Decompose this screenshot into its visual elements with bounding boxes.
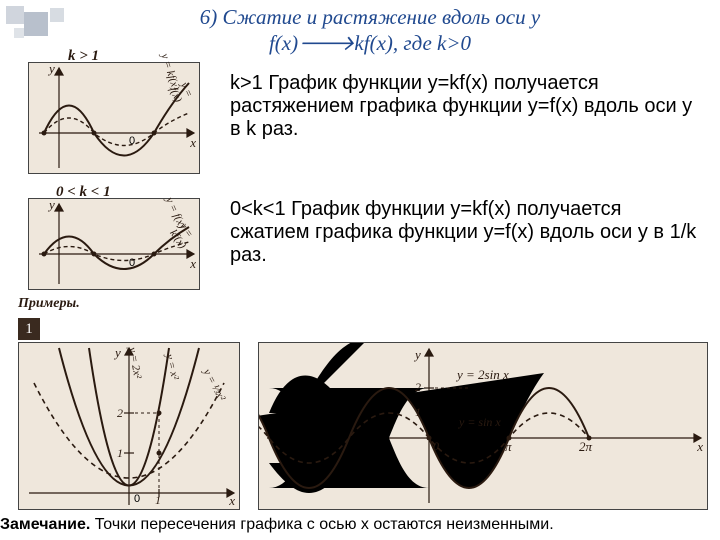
- b1-tick2: 2: [117, 406, 123, 421]
- remark: Замечание. Точки пересечения графика с о…: [0, 516, 720, 534]
- remark-text: Точки пересечения графика с осью x остаю…: [90, 516, 553, 533]
- b1-zero: 0: [134, 493, 140, 505]
- mini2-x-axis: x: [190, 256, 196, 272]
- badge-1: 1: [18, 318, 40, 340]
- mini2-zero: 0: [129, 257, 135, 269]
- slide-title: 6) Сжатие и растяжение вдоль оси y f(x)🡒…: [90, 4, 650, 57]
- bottom-chart-2: y x 1 2 0 π 2π y = 2sin x y = sin x: [258, 342, 708, 510]
- paragraph-1: k>1 График функции y=kf(x) получается ра…: [230, 72, 700, 141]
- mini1-x-axis: x: [190, 135, 196, 151]
- paragraph-2: 0<k<1 График функции y=kf(x) получается …: [230, 198, 700, 267]
- mini1-zero: 0: [129, 135, 135, 147]
- remark-bold: Замечание.: [0, 516, 90, 533]
- title-line2: f(x)🡒kf(x), где k>0: [269, 31, 471, 55]
- mini-chart-2: 0 < k < 1 y x 0 y = f(x) y = kf(x): [28, 198, 200, 290]
- b2-xt0: 0: [433, 439, 439, 454]
- mini2-y-axis: y: [49, 197, 55, 213]
- b1-y-axis: y: [115, 345, 121, 361]
- title-line1: 6) Сжатие и растяжение вдоль оси y: [200, 5, 540, 29]
- mini1-y-axis: y: [49, 61, 55, 77]
- b2-yt1: 1: [415, 405, 421, 420]
- bottom-chart-1: y x 1 2 0 1 y = 2x² y = x² y = ⅓x²: [18, 342, 240, 510]
- b2-x-axis: x: [697, 439, 703, 455]
- examples-label: Примеры.: [18, 296, 80, 312]
- mini-chart-1: k > 1 y x 0 y = kf(x) y = f(x): [28, 62, 200, 174]
- b2-xt2: 2π: [579, 439, 592, 455]
- b1-x1: 1: [155, 493, 161, 508]
- b2-fn1: y = 2sin x: [457, 367, 509, 383]
- b1-tick1: 1: [117, 446, 123, 461]
- b2-y-axis: y: [415, 347, 421, 363]
- b1-x-axis: x: [229, 493, 235, 509]
- b2-yt2: 2: [415, 380, 421, 395]
- b2-fn2: y = sin x: [459, 415, 501, 430]
- b2-xt1: π: [505, 439, 512, 455]
